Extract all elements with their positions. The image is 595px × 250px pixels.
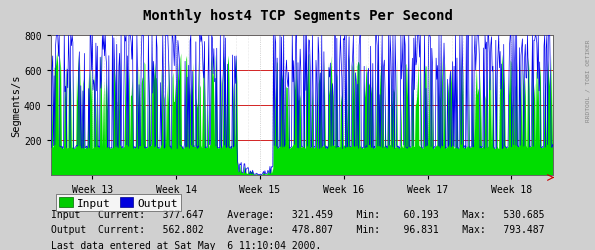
Text: Input   Current:   377.647    Average:   321.459    Min:    60.193    Max:   530: Input Current: 377.647 Average: 321.459 … (51, 209, 544, 219)
Legend: Input, Output: Input, Output (56, 194, 181, 211)
Text: Last data entered at Sat May  6 11:10:04 2000.: Last data entered at Sat May 6 11:10:04 … (51, 240, 321, 250)
Text: RRDTOOL / TOBI OETIKER: RRDTOOL / TOBI OETIKER (586, 39, 591, 121)
Text: Monthly host4 TCP Segments Per Second: Monthly host4 TCP Segments Per Second (143, 9, 452, 23)
Text: Output  Current:   562.802    Average:   478.807    Min:    96.831    Max:   793: Output Current: 562.802 Average: 478.807… (51, 224, 544, 234)
Y-axis label: Segments/s: Segments/s (11, 74, 21, 137)
